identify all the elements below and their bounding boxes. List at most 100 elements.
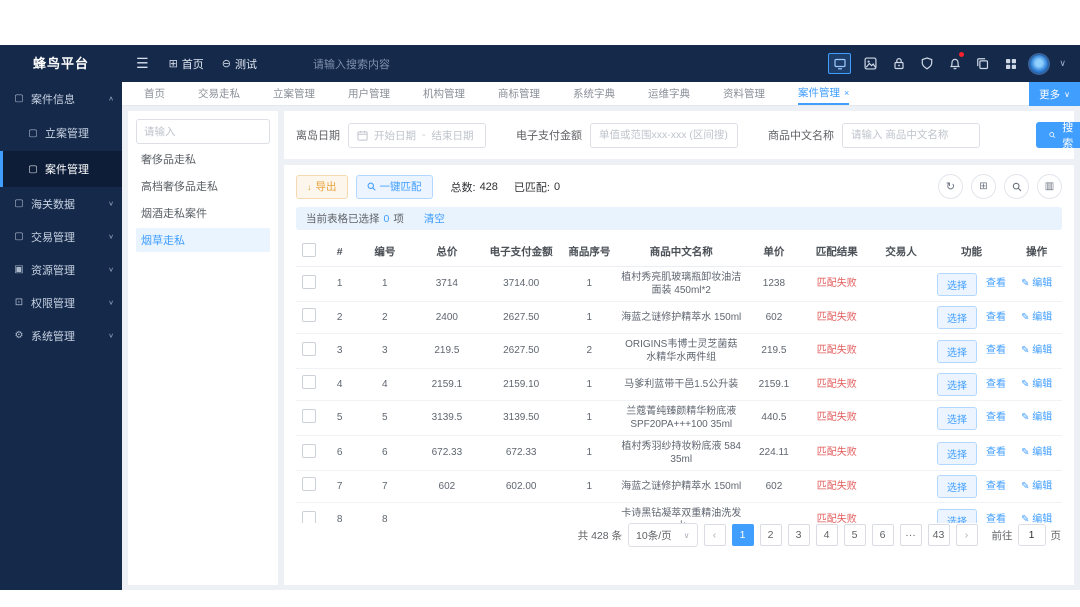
table-row: 1 1 3714 3714.00 1 植村秀亮肌玻璃瓶卸妆油洁面装 450ml*2 1238… bbox=[296, 266, 1062, 302]
tab-案件管理[interactable]: 案件管理 × bbox=[798, 82, 850, 105]
view-link[interactable]: 查看 bbox=[986, 514, 1007, 523]
tab-交易走私[interactable]: 交易走私 bbox=[198, 88, 240, 100]
one-click-match-button[interactable]: 一键匹配 bbox=[355, 174, 433, 199]
select-button[interactable]: 选择 bbox=[937, 339, 978, 363]
apps-grid-icon[interactable] bbox=[1002, 55, 1019, 72]
edit-link[interactable]: ✎ 编辑 bbox=[1021, 379, 1052, 390]
topbar-nav-首页[interactable]: ⊞ 首页 bbox=[169, 56, 204, 72]
view-link[interactable]: 查看 bbox=[986, 447, 1007, 459]
tab-机构管理[interactable]: 机构管理 bbox=[423, 88, 465, 100]
view-link[interactable]: 查看 bbox=[986, 480, 1007, 492]
topbar-nav-测试[interactable]: ⊖ 测试 bbox=[222, 56, 257, 72]
image-icon[interactable] bbox=[862, 55, 879, 72]
copy-icon[interactable] bbox=[974, 55, 991, 72]
row-checkbox[interactable] bbox=[302, 308, 317, 323]
more-tabs-button[interactable]: 更多 ∨ bbox=[1029, 82, 1080, 106]
tab-商标管理[interactable]: 商标管理 bbox=[498, 88, 540, 100]
view-link[interactable]: 查看 bbox=[986, 311, 1007, 323]
lock-icon[interactable] bbox=[890, 55, 907, 72]
view-link[interactable]: 查看 bbox=[986, 345, 1007, 357]
edit-link[interactable]: ✎ 编辑 bbox=[1021, 345, 1052, 356]
edit-link[interactable]: ✎ 编辑 bbox=[1021, 312, 1052, 323]
row-checkbox[interactable] bbox=[302, 341, 317, 356]
tab-首页[interactable]: 首页 bbox=[144, 88, 165, 100]
sidebar-item-海关数据[interactable]: ▢ 海关数据 ∨ bbox=[0, 187, 122, 220]
edit-link[interactable]: ✎ 编辑 bbox=[1021, 278, 1052, 289]
topbar-search-input[interactable]: 请输入搜索内容 bbox=[313, 58, 390, 71]
pencil-icon: ✎ bbox=[1021, 412, 1033, 424]
cell bbox=[481, 502, 561, 523]
row-checkbox[interactable] bbox=[302, 375, 317, 390]
column-settings-icon[interactable]: ▥ bbox=[1037, 174, 1062, 199]
select-button[interactable]: 选择 bbox=[937, 272, 978, 296]
view-link[interactable]: 查看 bbox=[986, 412, 1007, 424]
export-button[interactable]: ↓ 导出 bbox=[296, 174, 348, 199]
select-button[interactable]: 选择 bbox=[937, 475, 978, 498]
case-type-item[interactable]: 烟酒走私案件 bbox=[141, 208, 207, 220]
fullscreen-icon[interactable]: ⊞ bbox=[971, 174, 996, 199]
goto-page-input[interactable] bbox=[1017, 524, 1046, 546]
page-button-2[interactable]: 2 bbox=[759, 524, 782, 546]
chevron-down-icon[interactable]: ∨ bbox=[1059, 58, 1066, 68]
amount-input[interactable] bbox=[590, 122, 738, 148]
view-link[interactable]: 查看 bbox=[986, 278, 1007, 290]
page-button-1[interactable]: 1 bbox=[731, 524, 754, 546]
case-type-search-input[interactable] bbox=[136, 119, 270, 144]
select-button[interactable]: 选择 bbox=[937, 508, 978, 523]
sidebar-item-权限管理[interactable]: ⊡ 权限管理 ∨ bbox=[0, 286, 122, 319]
select-button[interactable]: 选择 bbox=[937, 306, 978, 329]
bell-icon[interactable] bbox=[946, 52, 965, 72]
sidebar-item-系统管理[interactable]: ⚙ 系统管理 ∨ bbox=[0, 319, 122, 352]
tab-系统字典[interactable]: 系统字典 bbox=[573, 88, 615, 100]
edit-link[interactable]: ✎ 编辑 bbox=[1021, 447, 1052, 458]
page-button-5[interactable]: 5 bbox=[843, 524, 866, 546]
search-button[interactable]: 搜索 bbox=[1036, 122, 1080, 150]
page-button-6[interactable]: 6 bbox=[871, 524, 894, 546]
date-range-picker[interactable]: 开始日期 - 结束日期 bbox=[348, 122, 486, 148]
row-checkbox[interactable] bbox=[302, 477, 317, 492]
edit-link[interactable]: ✎ 编辑 bbox=[1021, 514, 1052, 523]
select-button[interactable]: 选择 bbox=[937, 406, 978, 430]
hamburger-icon[interactable]: ☰ bbox=[136, 55, 149, 71]
prev-page-button[interactable]: ‹ bbox=[703, 524, 726, 546]
page-button-3[interactable]: 3 bbox=[787, 524, 810, 546]
tab-资料管理[interactable]: 资料管理 bbox=[723, 88, 765, 100]
case-type-item[interactable]: 高档奢侈品走私 bbox=[141, 181, 218, 193]
page-size-select[interactable]: 10条/页 ∨ bbox=[628, 523, 698, 547]
page-button-43[interactable]: 43 bbox=[927, 524, 950, 546]
view-link[interactable]: 查看 bbox=[986, 378, 1007, 390]
avatar[interactable] bbox=[1030, 54, 1049, 73]
tab-用户管理[interactable]: 用户管理 bbox=[348, 88, 390, 100]
case-type-item[interactable]: 奢侈品走私 bbox=[141, 154, 196, 166]
sidebar-item-立案管理[interactable]: ▢ 立案管理 bbox=[0, 115, 122, 151]
page-button-4[interactable]: 4 bbox=[815, 524, 838, 546]
edit-link[interactable]: ✎ 编辑 bbox=[1021, 412, 1052, 423]
row-checkbox[interactable] bbox=[302, 274, 317, 289]
product-name-input[interactable] bbox=[842, 122, 980, 148]
row-checkbox[interactable] bbox=[302, 443, 317, 458]
sidebar-item-资源管理[interactable]: ▣ 资源管理 ∨ bbox=[0, 253, 122, 286]
case-type-item[interactable]: 烟草走私 bbox=[136, 228, 270, 252]
chevron-up-icon: ∧ bbox=[108, 94, 114, 103]
page-ellipsis[interactable]: ··· bbox=[899, 524, 922, 546]
search-icon[interactable] bbox=[1004, 174, 1029, 199]
function-actions: 选择 查看 bbox=[935, 339, 1009, 363]
clear-selection-link[interactable]: 清空 bbox=[423, 213, 445, 225]
select-all-checkbox[interactable] bbox=[302, 243, 317, 257]
table-scroll-area[interactable]: # 编号 总价 电子支付金额 商品序号 商品中文名称 单价 匹配结果 交易人 功能 操作 1 1 371… bbox=[296, 237, 1062, 523]
sidebar-item-案件信息[interactable]: ▢ 案件信息 ∧ bbox=[0, 82, 122, 115]
sidebar-item-交易管理[interactable]: ▢ 交易管理 ∨ bbox=[0, 220, 122, 253]
row-checkbox[interactable] bbox=[302, 510, 317, 523]
screen-icon[interactable] bbox=[828, 53, 852, 74]
edit-link[interactable]: ✎ 编辑 bbox=[1021, 481, 1052, 492]
row-checkbox[interactable] bbox=[302, 408, 317, 423]
tab-立案管理[interactable]: 立案管理 bbox=[273, 88, 315, 100]
shield-icon[interactable] bbox=[918, 55, 935, 72]
refresh-icon[interactable]: ↻ bbox=[938, 174, 963, 199]
select-button[interactable]: 选择 bbox=[937, 373, 978, 396]
next-page-button[interactable]: › bbox=[955, 524, 978, 546]
select-button[interactable]: 选择 bbox=[937, 441, 978, 465]
close-tab-icon[interactable]: × bbox=[844, 87, 850, 98]
sidebar-item-案件管理[interactable]: ▢ 案件管理 bbox=[0, 151, 122, 187]
tab-运维字典[interactable]: 运维字典 bbox=[648, 88, 690, 100]
